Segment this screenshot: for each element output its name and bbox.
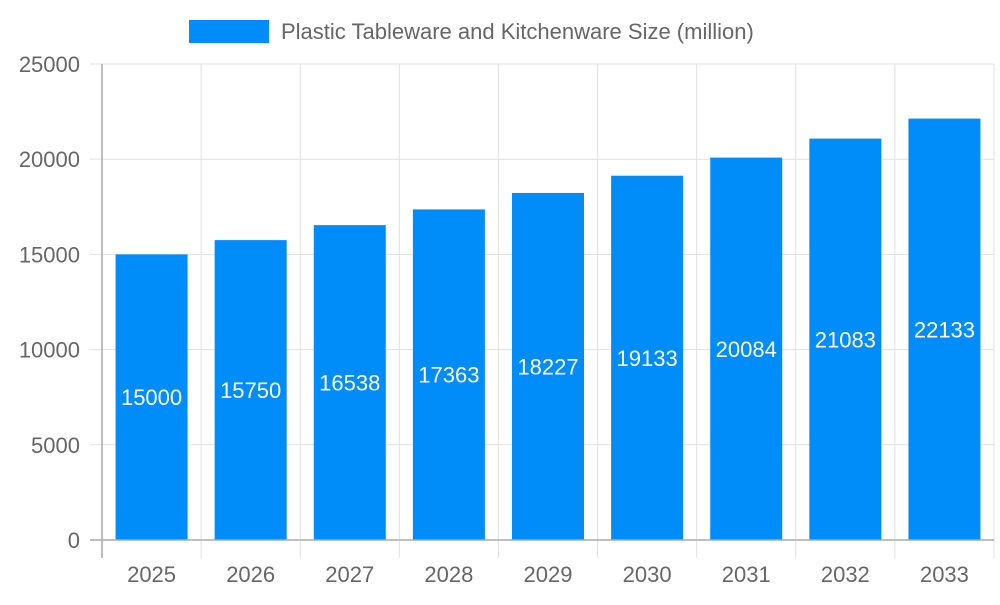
- bar: [611, 175, 684, 540]
- x-tick-label: 2029: [524, 562, 573, 587]
- y-tick-label: 10000: [19, 338, 80, 363]
- bar: [412, 209, 485, 540]
- bar: [115, 254, 188, 540]
- bar-value-label: 20084: [716, 337, 777, 362]
- legend[interactable]: Plastic Tableware and Kitchenware Size (…: [189, 19, 754, 44]
- legend-label: Plastic Tableware and Kitchenware Size (…: [281, 19, 754, 44]
- bars: [115, 118, 981, 540]
- bar-value-label: 21083: [815, 327, 876, 352]
- x-tick-label: 2025: [127, 562, 176, 587]
- bar-value-label: 22133: [914, 317, 975, 342]
- bar-value-label: 17363: [418, 363, 479, 388]
- bar: [313, 225, 386, 540]
- x-tick-label: 2027: [325, 562, 374, 587]
- x-tick-label: 2032: [821, 562, 870, 587]
- bar: [710, 157, 783, 540]
- x-tick-label: 2031: [722, 562, 771, 587]
- bar: [809, 138, 882, 540]
- x-tick-label: 2033: [920, 562, 969, 587]
- bar: [214, 240, 287, 540]
- y-tick-label: 0: [68, 528, 80, 553]
- data-labels: 15000 15750 16538 17363 18227 19133 20084 21083…: [121, 317, 975, 410]
- bar: [908, 118, 981, 540]
- y-tick-label: 20000: [19, 147, 80, 172]
- bar-value-label: 19133: [617, 346, 678, 371]
- bar-value-label: 15000: [121, 385, 182, 410]
- y-tick-label: 5000: [31, 433, 80, 458]
- x-tick-label: 2028: [424, 562, 473, 587]
- y-tick-label: 25000: [19, 52, 80, 77]
- bar-value-label: 16538: [319, 371, 380, 396]
- legend-swatch: [189, 20, 269, 43]
- x-tick-label: 2026: [226, 562, 275, 587]
- bar-value-label: 15750: [220, 378, 281, 403]
- y-tick-label: 15000: [19, 242, 80, 267]
- bar: [512, 192, 584, 540]
- grid: [101, 63, 995, 558]
- x-tick-label: 2030: [623, 562, 672, 587]
- bar-value-label: 18227: [517, 354, 578, 379]
- axes: 0 5000 10000 15000 20000 25000 2025 2026 2027 202…: [19, 52, 994, 587]
